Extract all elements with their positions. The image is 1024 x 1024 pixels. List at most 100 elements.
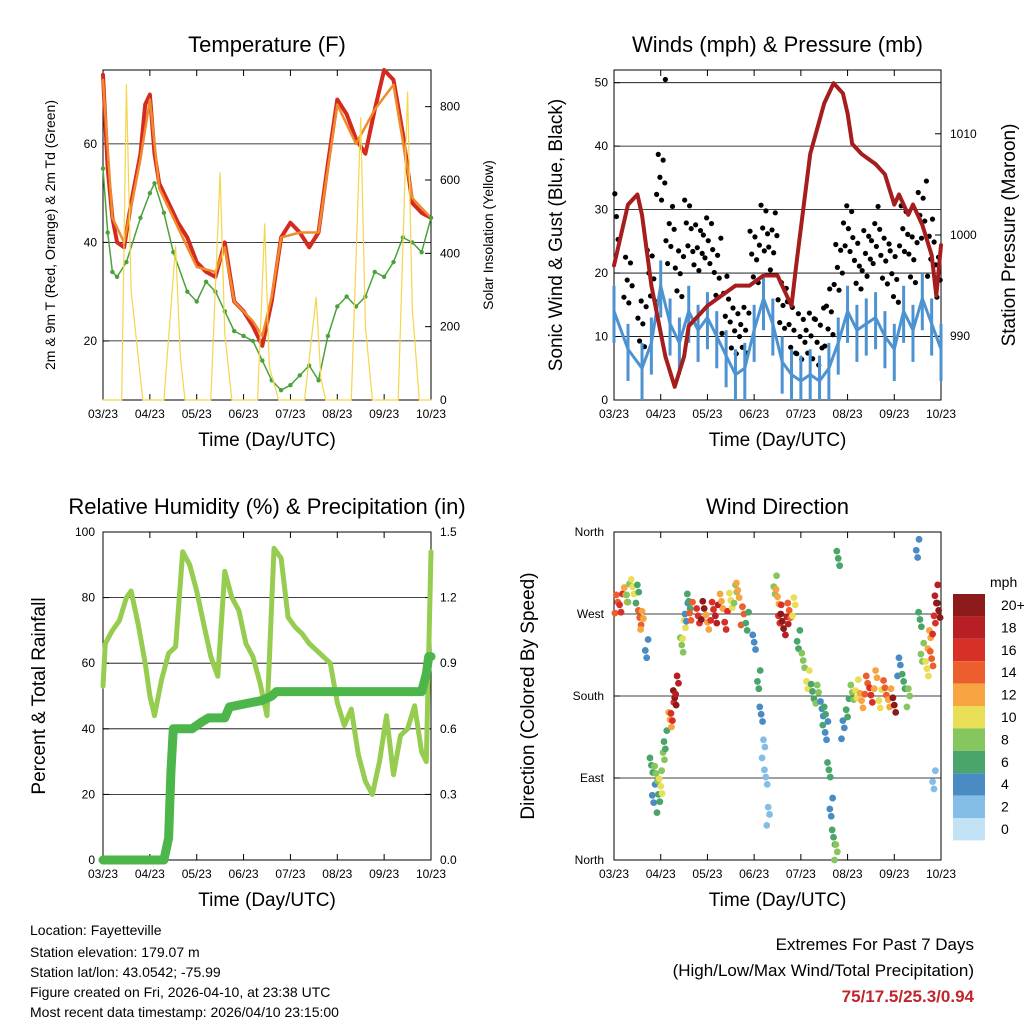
dir-point [785, 606, 793, 614]
wind-gust-point [929, 216, 936, 222]
wind-gust-point [861, 227, 867, 234]
wind-gust-point [918, 235, 925, 241]
dir-point [711, 612, 719, 620]
temp-dewpoint-point [372, 269, 377, 275]
dir-legend-label: 16 [1001, 642, 1017, 658]
wind-gust-point [839, 270, 845, 276]
dir-point [875, 697, 883, 704]
rh-x-tick-label: 08/23 [322, 867, 352, 881]
dir-point [868, 698, 876, 706]
wind-gust-point [894, 276, 900, 283]
temp-y2-tick-label: 200 [440, 320, 460, 334]
dir-point [827, 812, 835, 820]
wind-gust-point [679, 293, 685, 300]
dir-point [633, 581, 641, 589]
dir-point [822, 710, 830, 718]
wind-gust-point [859, 267, 865, 274]
dir-point [756, 703, 764, 711]
rh-y-tick-label: 80 [82, 591, 96, 605]
dir-legend-label: 6 [1001, 754, 1009, 770]
temp-y2-tick-label: 0 [440, 393, 447, 407]
wind-gust-point [686, 203, 693, 209]
wind-gust-point [669, 203, 676, 210]
wind-gust-point [830, 332, 836, 338]
wind-gust-point [896, 243, 903, 249]
rh-x-tick-label: 07/23 [275, 867, 305, 881]
dir-legend-swatch [953, 750, 985, 774]
wind-gust-point [693, 222, 699, 228]
temp-dewpoint-point [297, 373, 302, 378]
dir-point [838, 735, 845, 743]
dir-point [829, 794, 837, 802]
dir-point [820, 703, 828, 711]
wind-y-tick-label: 30 [595, 203, 609, 217]
dir-point [750, 638, 758, 646]
dir-point [673, 672, 681, 680]
wind-gust-point [889, 271, 895, 277]
wind-gust-point [864, 273, 870, 279]
wind-gust-point [879, 275, 886, 281]
wind-title: Winds (mph) & Pressure (mb) [632, 32, 923, 57]
wind-gust-point [613, 213, 620, 220]
dir-point [761, 766, 768, 774]
dir-legend-swatch [953, 638, 985, 662]
temp-y2label: Solar Insolation (Yellow) [480, 160, 496, 310]
dir-legend-label: 14 [1001, 664, 1017, 680]
wind-gust-point [649, 253, 655, 259]
dir-point [915, 608, 922, 616]
dir-y-tick-label: South [573, 689, 604, 703]
rh-y-tick-label: 60 [82, 656, 96, 670]
dir-point [650, 799, 658, 806]
rh-series-precip [98, 652, 436, 865]
dir-point [842, 706, 850, 714]
temp-dewpoint-point [381, 274, 387, 280]
dir-point [931, 619, 939, 627]
wind-gust-point [772, 210, 778, 216]
wind-x-tick-label: 05/23 [692, 407, 722, 421]
temp-dewpoint-point [428, 215, 434, 220]
wind-gust-point [769, 227, 775, 233]
dir-point [834, 555, 842, 562]
dir-point [930, 785, 938, 793]
dir-point [663, 727, 671, 735]
wind-gust-point [777, 319, 783, 326]
dir-point [831, 856, 838, 864]
dir-point [815, 688, 823, 696]
rh-y2-tick-label: 0.3 [440, 787, 457, 801]
wind-gust-point [666, 220, 672, 227]
dir-xlabel: Time (Day/UTC) [709, 890, 847, 911]
dir-point [657, 782, 665, 790]
dir-point [620, 584, 628, 591]
temp-dewpoint-point [363, 294, 368, 299]
dir-point [624, 598, 632, 606]
dir-point [858, 697, 865, 704]
dir-legend-swatch [953, 616, 985, 639]
temp-dewpoint-point [419, 250, 424, 255]
temp-dewpoint-point [288, 383, 293, 388]
wind-gust-point [840, 220, 847, 226]
dir-point [700, 605, 708, 612]
wind-gust-point [822, 343, 828, 349]
dir-point [809, 688, 816, 695]
wind-gust-point [868, 238, 875, 244]
dir-point [648, 791, 656, 799]
temp-y-tick-label: 40 [84, 235, 98, 249]
dir-point [887, 685, 895, 693]
temp-y2-tick-label: 800 [440, 100, 460, 114]
dir-legend-swatch [953, 683, 985, 706]
dir-point [900, 678, 908, 685]
dir-point [699, 597, 707, 605]
temp-dewpoint-point [171, 250, 176, 255]
dir-point [749, 631, 757, 639]
temp-dewpoint-point [250, 338, 256, 344]
dir-point [784, 620, 792, 628]
dir-point [725, 589, 733, 597]
wind-gust-point [764, 231, 771, 237]
dir-point [790, 594, 798, 601]
wind-gust-point [761, 248, 767, 254]
dir-point [732, 579, 740, 587]
dir-point [763, 821, 771, 829]
dir-x-tick-label: 10/23 [926, 867, 956, 881]
dir-point [914, 554, 922, 561]
dir-point [757, 710, 765, 718]
